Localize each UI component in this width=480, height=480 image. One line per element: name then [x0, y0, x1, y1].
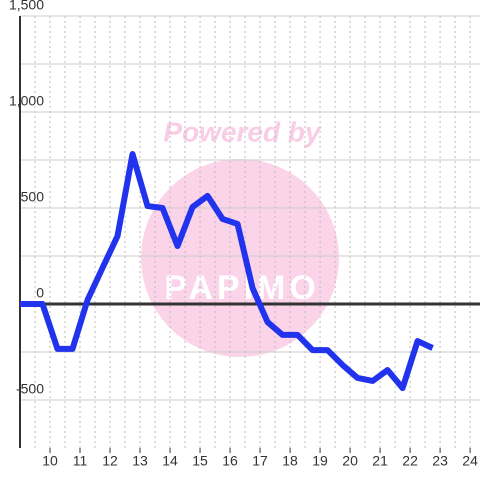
watermark: Powered by — [163, 116, 322, 147]
x-tick-label: 24 — [462, 453, 478, 469]
x-tick-label: 11 — [73, 453, 88, 469]
y-tick-label: 1,000 — [9, 93, 44, 109]
x-tick-label: 12 — [102, 453, 118, 469]
x-tick-label: 18 — [282, 453, 298, 469]
watermark-circle — [141, 159, 339, 357]
x-tick-label: 17 — [252, 453, 268, 469]
line — [20, 151, 434, 392]
plot — [20, 151, 434, 392]
x-tick-label: 19 — [312, 453, 328, 469]
y-tick-label: -500 — [16, 381, 44, 397]
x-tick-label: 23 — [432, 453, 448, 469]
watermark-logo: PAPIMO — [164, 269, 320, 307]
y-tick-label: 1,500 — [9, 0, 44, 13]
x-tick-label: 21 — [372, 453, 388, 469]
x-tick-label: 20 — [342, 453, 358, 469]
x-tick-label: 16 — [222, 453, 238, 469]
x-tick-label: 13 — [132, 453, 148, 469]
x-tick-label: 22 — [402, 453, 418, 469]
y-tick-label: 0 — [36, 285, 44, 301]
x-tick-label: 15 — [192, 453, 208, 469]
y-tick-label: 500 — [21, 189, 45, 205]
x-tick-label: 14 — [162, 453, 178, 469]
x-tick-label: 10 — [42, 453, 58, 469]
